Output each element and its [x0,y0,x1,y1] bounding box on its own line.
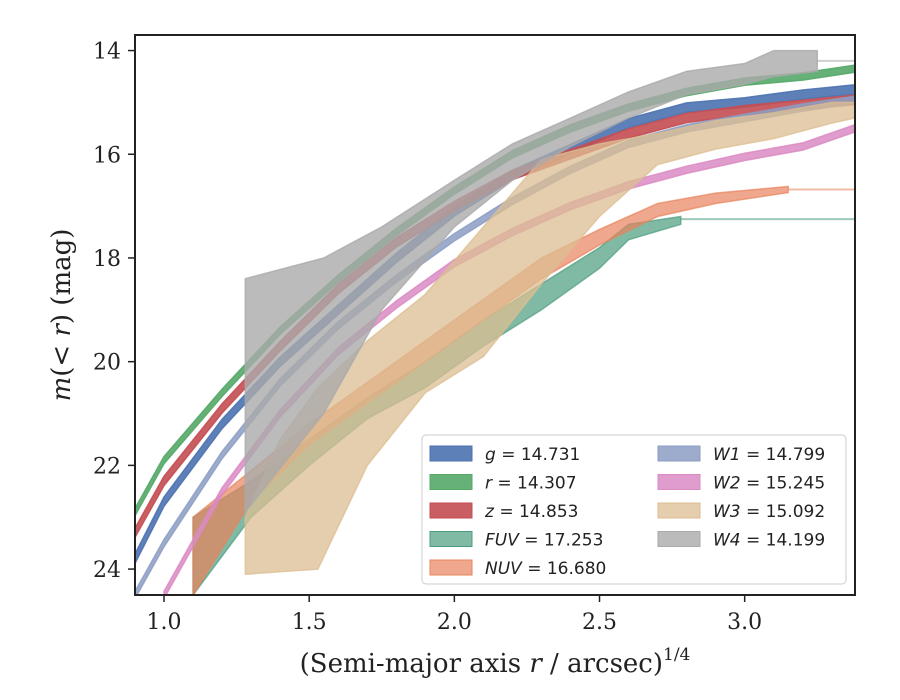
legend-item-nuv: NUV = 16.680 [429,559,606,579]
legend-box [421,434,847,585]
x-tick-label: 2.0 [437,610,472,635]
y-tick-label: 22 [93,454,121,479]
legend-label-w2: W2 = 15.245 [713,474,825,494]
x-axis-title-text: (Semi-major axis r / arcsec)1/4 [300,645,691,679]
legend-item-w2: W2 = 15.245 [657,474,825,494]
legend-item-g: g = 14.731 [429,445,580,465]
plot-frame [134,34,856,596]
legend-swatch-nuv [429,559,473,576]
legend-swatch-w3 [657,502,701,519]
x-axis: 1.0 1.5 2.0 2.5 3.0 [147,595,762,635]
series-layer [135,49,855,595]
series-w3 [244,101,855,576]
x-tick-label: 2.5 [582,610,617,635]
y-axis: 14 16 18 20 22 24 [93,40,135,583]
x-tick-label: 3.0 [727,610,762,635]
plot-area: 1.0 1.5 2.0 2.5 3.0 14 16 18 20 22 24 [93,34,856,635]
x-tick-label: 1.0 [147,610,182,635]
legend-swatch-g [429,445,473,462]
y-axis-title-text: m(< r) (mag) [47,229,77,402]
legend-swatch-w2 [657,474,701,490]
legend-label-w1: W1 = 14.799 [713,445,825,465]
legend-item-w3: W3 = 15.092 [657,502,825,522]
legend: g = 14.731 r = 14.307 z = 14.853 FUV = 17.2… [421,434,847,585]
x-tick-label: 1.5 [292,610,327,635]
legend-item-w4: W4 = 14.199 [657,531,825,551]
legend-swatch-w1 [657,445,701,462]
series-band-w3 [244,101,855,576]
y-axis-title: m(< r) (mag) [47,229,77,402]
legend-item-w1: W1 = 14.799 [657,445,825,465]
y-tick-label: 24 [93,558,121,583]
legend-swatch-w4 [657,531,701,547]
legend-label-w4: W4 = 14.199 [713,531,825,551]
legend-swatch-fuv [429,531,473,547]
series-band-w4 [244,49,819,515]
y-tick-label: 20 [93,351,121,376]
legend-label-r: r = 14.307 [485,474,577,494]
legend-swatch-r [429,474,473,490]
legend-swatch-z [429,502,473,519]
legend-item-r: r = 14.307 [429,474,577,494]
legend-label-w3: W3 = 15.092 [713,502,825,522]
x-axis-title: (Semi-major axis r / arcsec)1/4 [300,645,691,679]
legend-label-g: g = 14.731 [485,445,580,465]
legend-label-nuv: NUV = 16.680 [485,559,606,579]
legend-label-z: z = 14.853 [484,502,578,522]
y-tick-label: 16 [93,143,121,168]
legend-label-fuv: FUV = 17.253 [485,531,603,551]
legend-item-fuv: FUV = 17.253 [429,531,603,551]
y-tick-label: 14 [93,40,121,65]
y-tick-label: 18 [93,247,121,272]
series-w4 [244,49,855,515]
legend-item-z: z = 14.853 [429,502,578,522]
